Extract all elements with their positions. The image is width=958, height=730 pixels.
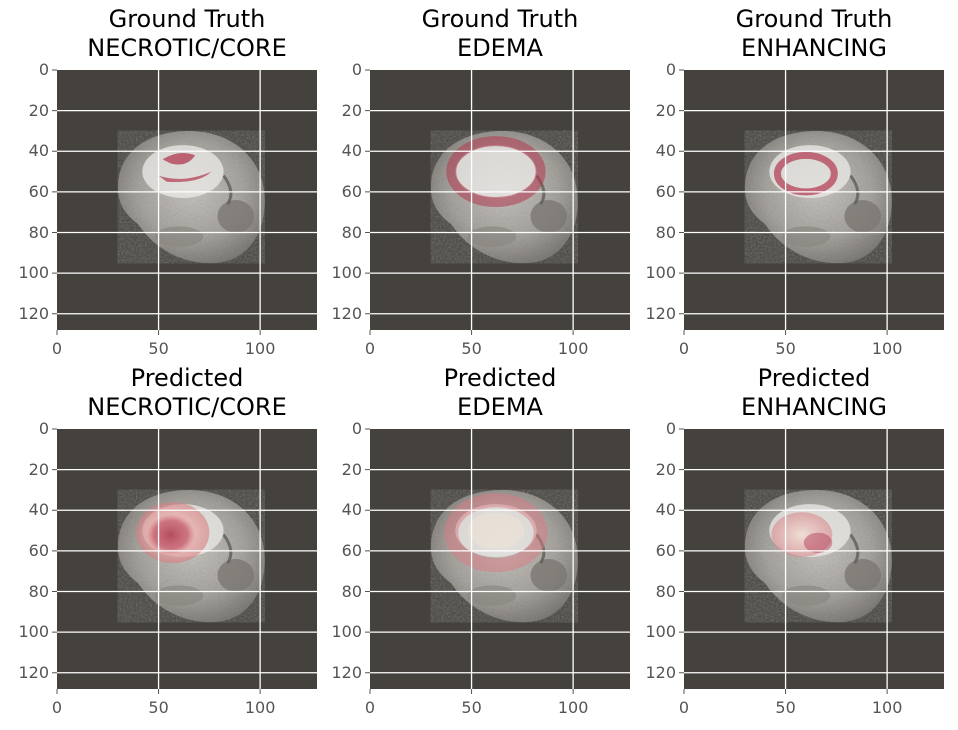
grid-lines (684, 70, 944, 330)
grid-lines (684, 429, 944, 689)
y-tick-label: 20 (655, 459, 676, 479)
x-tick-label: 0 (51, 698, 63, 717)
panel-title-line-2: ENHANCING (741, 34, 887, 62)
y-tick-label: 40 (28, 500, 49, 520)
x-tick-label: 100 (871, 339, 903, 358)
x-tick-label: 0 (678, 698, 690, 717)
y-tick-label: 20 (655, 100, 676, 120)
panel-title-line-1: Ground Truth (421, 5, 579, 33)
y-tick-label: 60 (341, 181, 362, 201)
y-tick-label: 120 (331, 662, 362, 682)
y-tick-label: 100 (331, 263, 362, 283)
x-tick-label: 0 (364, 339, 376, 358)
y-tick-label: 100 (331, 622, 362, 642)
y-tick-label: 60 (341, 540, 362, 560)
y-tick-label: 40 (28, 141, 49, 161)
panel-title-line-2: EDEMA (457, 393, 543, 421)
panel-title: Ground Truth EDEMA (422, 5, 579, 63)
x-tick-label: 100 (557, 698, 589, 717)
y-tick-label: 40 (341, 141, 362, 161)
panel-title: Predicted EDEMA (444, 364, 557, 422)
panel-gt-enhancing (679, 69, 944, 335)
y-tick-label: 80 (28, 222, 49, 242)
x-tick-label: 50 (461, 698, 482, 717)
y-tick-label: 20 (341, 459, 362, 479)
y-tick-label: 0 (38, 60, 49, 79)
panel-title-line-2: EDEMA (457, 34, 543, 62)
y-tick-label: 20 (28, 100, 49, 120)
y-tick-label: 80 (28, 581, 49, 601)
x-tick-label: 50 (148, 698, 169, 717)
y-tick-label: 0 (38, 419, 49, 438)
panel-pred-enhancing (679, 428, 944, 694)
panel-title: Predicted NECROTIC/CORE (87, 364, 287, 422)
mri-slice-image (117, 130, 265, 264)
y-tick-label: 40 (655, 141, 676, 161)
grid-lines (370, 70, 630, 330)
y-tick-label: 20 (28, 459, 49, 479)
panel-pred-necrotic (52, 428, 317, 694)
x-tick-label: 100 (244, 698, 276, 717)
panel-gt-necrotic (52, 69, 317, 335)
panel-gt-edema (365, 69, 630, 335)
x-tick-label: 50 (148, 339, 169, 358)
panel-title-line-1: Predicted (757, 364, 871, 392)
y-tick-label: 100 (18, 622, 49, 642)
panel-title: Ground Truth ENHANCING (736, 5, 893, 63)
y-tick-label: 120 (645, 303, 676, 323)
y-tick-label: 0 (351, 60, 362, 79)
panel-title-line-2: NECROTIC/CORE (87, 393, 287, 421)
panel-title-line-2: ENHANCING (741, 393, 887, 421)
y-tick-label: 80 (341, 581, 362, 601)
x-tick-label: 100 (244, 339, 276, 358)
y-tick-label: 120 (18, 303, 49, 323)
grid-lines (57, 70, 317, 330)
x-tick-label: 50 (461, 339, 482, 358)
y-tick-label: 120 (18, 662, 49, 682)
y-tick-label: 60 (655, 540, 676, 560)
y-tick-label: 100 (645, 263, 676, 283)
x-tick-label: 50 (775, 698, 796, 717)
panel-title-line-1: Ground Truth (108, 5, 266, 33)
panel-pred-edema (365, 428, 630, 694)
x-tick-label: 0 (51, 339, 63, 358)
y-tick-label: 0 (351, 419, 362, 438)
y-tick-label: 60 (28, 181, 49, 201)
x-tick-label: 100 (557, 339, 589, 358)
x-tick-label: 100 (871, 698, 903, 717)
y-tick-label: 100 (645, 622, 676, 642)
y-tick-label: 120 (331, 303, 362, 323)
y-tick-label: 0 (665, 419, 676, 438)
x-tick-label: 0 (364, 698, 376, 717)
panel-title-line-1: Predicted (443, 364, 557, 392)
y-tick-label: 80 (341, 222, 362, 242)
y-tick-label: 0 (665, 60, 676, 79)
panel-title-line-2: NECROTIC/CORE (87, 34, 287, 62)
grid-lines (57, 429, 317, 689)
y-tick-label: 60 (655, 181, 676, 201)
y-tick-label: 120 (645, 662, 676, 682)
x-tick-label: 0 (678, 339, 690, 358)
y-tick-label: 80 (655, 581, 676, 601)
y-tick-label: 100 (18, 263, 49, 283)
y-tick-label: 40 (655, 500, 676, 520)
panel-title: Predicted ENHANCING (741, 364, 887, 422)
x-tick-label: 50 (775, 339, 796, 358)
panel-title-line-1: Ground Truth (735, 5, 893, 33)
panel-title: Ground Truth NECROTIC/CORE (87, 5, 287, 63)
grid-lines (370, 429, 630, 689)
y-tick-label: 80 (655, 222, 676, 242)
y-tick-label: 40 (341, 500, 362, 520)
y-tick-label: 20 (341, 100, 362, 120)
y-tick-label: 60 (28, 540, 49, 560)
panel-title-line-1: Predicted (130, 364, 244, 392)
